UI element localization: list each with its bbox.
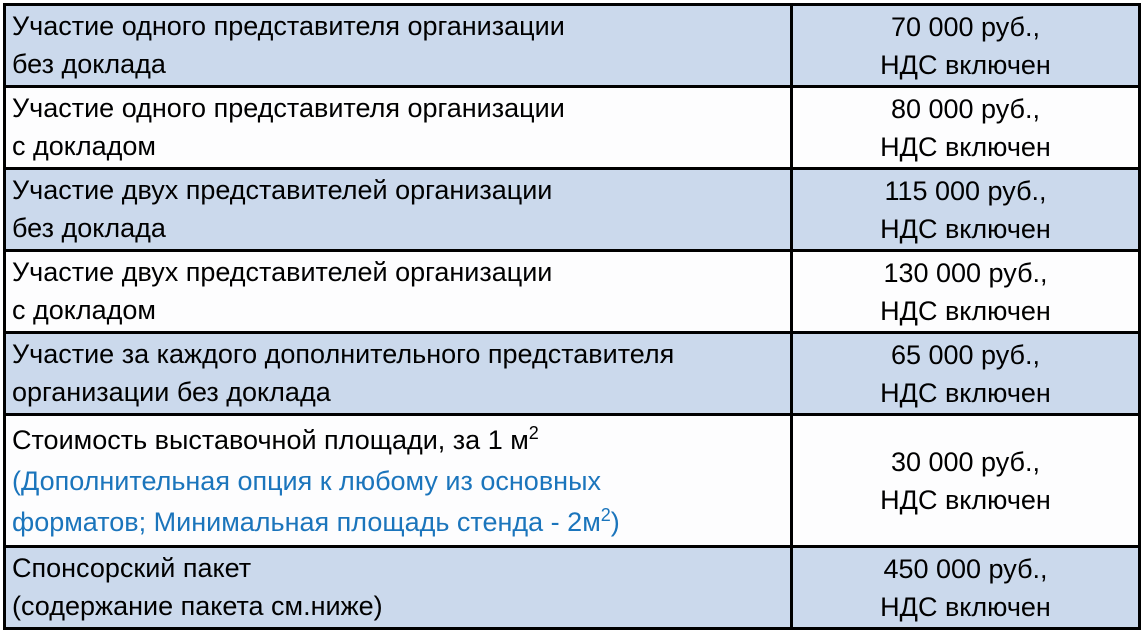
service-label-line: Участие двух представителей организации xyxy=(12,257,553,287)
service-label-line: без доклада xyxy=(12,49,166,79)
service-label-line: без доклада xyxy=(12,213,166,243)
table-row: Участие одного представителя организации… xyxy=(3,85,1141,170)
service-label-line: организации без доклада xyxy=(12,377,331,407)
service-note-line: (Дополнительная опция к любому из основн… xyxy=(12,466,601,496)
service-label-line: Участие двух представителей организации xyxy=(12,175,553,205)
service-label-text: Стоимость выставочной площади, за 1 м xyxy=(12,425,529,455)
table-row: Участие двух представителей организации … xyxy=(3,249,1141,334)
service-label-line: (содержание пакета см.ниже) xyxy=(12,591,383,621)
price-amount: 65 000 руб., xyxy=(890,339,1041,370)
table-row: Участие одного представителя организации… xyxy=(3,3,1141,88)
table-row: Стоимость выставочной площади, за 1 м2 (… xyxy=(3,413,1141,548)
table-row: Участие двух представителей организации … xyxy=(3,167,1141,252)
table-row: Спонсорский пакет (содержание пакета см.… xyxy=(3,545,1141,630)
service-cell: Участие двух представителей организации … xyxy=(3,249,793,334)
price-amount: 450 000 руб., xyxy=(883,553,1048,584)
price-amount: 115 000 руб., xyxy=(884,175,1047,206)
vat-note: НДС включен xyxy=(880,49,1051,80)
vat-note: НДС включен xyxy=(880,131,1051,162)
service-label-line: Участие одного представителя организации xyxy=(12,11,565,41)
service-label-line: Стоимость выставочной площади, за 1 м2 xyxy=(12,420,784,461)
pricing-table: Участие одного представителя организации… xyxy=(3,3,1141,630)
vat-note: НДС включен xyxy=(880,484,1051,515)
service-cell: Стоимость выставочной площади, за 1 м2 (… xyxy=(3,413,793,548)
service-note-text: форматов; Минимальная площадь стенда - 2… xyxy=(12,507,601,537)
price-amount: 80 000 руб., xyxy=(890,93,1041,124)
service-note-line: форматов; Минимальная площадь стенда - 2… xyxy=(12,502,784,543)
price-amount: 130 000 руб., xyxy=(883,257,1048,288)
service-label-line: с докладом xyxy=(12,295,156,325)
price-cell: 115 000 руб., НДС включен xyxy=(790,167,1141,252)
price-amount: 70 000 руб., xyxy=(890,11,1041,42)
price-cell: 30 000 руб., НДС включен xyxy=(790,413,1141,548)
price-cell: 80 000 руб., НДС включен xyxy=(790,85,1141,170)
vat-note: НДС включен xyxy=(880,377,1051,408)
service-cell: Участие двух представителей организации … xyxy=(3,167,793,252)
service-label-line: Участие за каждого дополнительного предс… xyxy=(12,339,675,369)
service-cell: Спонсорский пакет (содержание пакета см.… xyxy=(3,545,793,630)
price-cell: 450 000 руб., НДС включен xyxy=(790,545,1141,630)
price-amount: 30 000 руб., xyxy=(890,446,1041,477)
table-row: Участие за каждого дополнительного предс… xyxy=(3,331,1141,416)
vat-note: НДС включен xyxy=(880,591,1051,622)
price-cell: 70 000 руб., НДС включен xyxy=(790,3,1141,88)
service-cell: Участие одного представителя организации… xyxy=(3,3,793,88)
service-cell: Участие за каждого дополнительного предс… xyxy=(3,331,793,416)
service-label-line: с докладом xyxy=(12,131,156,161)
superscript: 2 xyxy=(600,505,611,525)
price-cell: 65 000 руб., НДС включен xyxy=(790,331,1141,416)
vat-note: НДС включен xyxy=(880,295,1051,326)
service-label-line: Спонсорский пакет xyxy=(12,553,252,583)
page: Участие одного представителя организации… xyxy=(3,3,1141,630)
service-label-line: Участие одного представителя организации xyxy=(12,93,565,123)
price-cell: 130 000 руб., НДС включен xyxy=(790,249,1141,334)
service-note-close: ) xyxy=(610,507,620,537)
service-cell: Участие одного представителя организации… xyxy=(3,85,793,170)
superscript: 2 xyxy=(528,423,539,443)
vat-note: НДС включен xyxy=(880,213,1051,244)
